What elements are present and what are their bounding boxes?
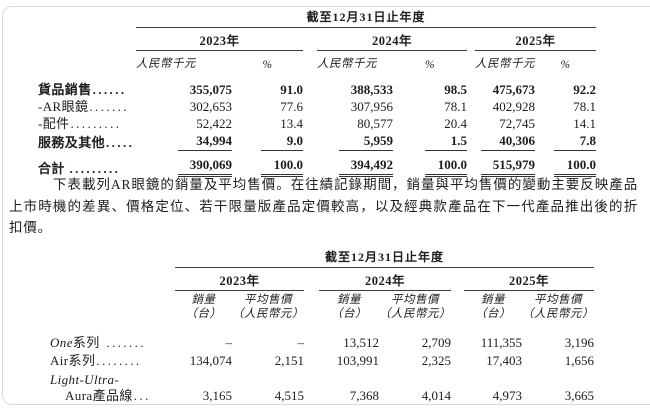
cell-value: 92.2 — [573, 82, 596, 97]
cell-value: 91.0 — [280, 82, 303, 97]
table1-year-2023: 2023年 — [136, 27, 303, 51]
cell-value: 13.4 — [280, 116, 303, 131]
table-row-air-series: Air系列........ 134,074 2,151 103,991 2,32… — [50, 352, 594, 370]
table-row-accessories: -配件......... 52,422 13.4 80,577 20.4 72,… — [38, 115, 596, 132]
table-row-ar-glasses: -AR眼鏡....... 302,653 77.6 307,956 78.1 4… — [38, 98, 596, 115]
table2-year-2025: 2025年 — [464, 267, 594, 291]
cell-value: 4,014 — [421, 388, 451, 403]
cell-value: 355,075 — [189, 82, 232, 97]
cell-value: 4,515 — [274, 388, 304, 403]
asp-header: 平均售價 （人民幣元） — [379, 294, 451, 320]
volume-header: 銷量 （台） — [185, 294, 222, 320]
percent-header: % — [262, 59, 273, 71]
table2-year-2023: 2023年 — [175, 267, 304, 291]
cell-value: – — [225, 335, 233, 350]
column-gap — [467, 28, 475, 51]
row-label: -配件......... — [38, 116, 122, 131]
cell-value: 40,306 — [475, 132, 535, 151]
cell-value: 2,325 — [421, 353, 451, 368]
cell-value: 2,151 — [274, 353, 304, 368]
cell-value: 3,165 — [202, 388, 232, 403]
row-label: 合計 ......... — [38, 161, 121, 176]
row-label: 貨品銷售...... — [38, 82, 127, 97]
row-label: Aura產品線... — [65, 388, 151, 403]
cell-value: 103,991 — [336, 353, 379, 368]
cell-value: 390,069 — [136, 151, 232, 177]
column-gap — [451, 268, 464, 291]
cell-value: 475,673 — [492, 82, 535, 97]
cell-value: 3,665 — [564, 388, 594, 403]
table2-year-2024: 2024年 — [319, 267, 451, 291]
amount-unit-header: 人民幣千元 — [136, 58, 196, 70]
page-card — [2, 6, 650, 405]
cell-value: 1.5 — [393, 132, 467, 151]
cell-value: 77.6 — [280, 99, 303, 114]
percent-header: % — [424, 59, 436, 71]
volume-header: 銷量 （台） — [475, 294, 511, 320]
cell-value: 78.1 — [444, 99, 467, 114]
body-paragraph: 下表載列AR眼鏡的銷量及平均售價。在往績記錄期間，銷量與平均售價的變動主要反映產… — [9, 177, 638, 235]
cell-value: 402,928 — [492, 99, 535, 114]
row-label: Light-Ultra- — [50, 372, 120, 387]
column-gap — [304, 268, 319, 291]
asp-header: 平均售價 （人民幣元） — [522, 294, 594, 320]
asp-header: 平均售價 （人民幣元） — [232, 294, 304, 320]
cell-value: 34,994 — [136, 132, 232, 151]
cell-value: 100.0 — [535, 151, 596, 177]
volume-header: 銷量 （台） — [331, 294, 367, 320]
volume-asp-table: 截至12月31日止年度 2023年 2024年 2025年 銷量 （台） 平均售價… — [50, 246, 594, 405]
cell-value: 3,196 — [564, 335, 594, 350]
table-row-total: 合計 ......... 390,069 100.0 394,492 100.0… — [38, 151, 596, 177]
table-row-light-ultra: Light-Ultra- — [50, 370, 594, 387]
cell-value: 7,368 — [349, 388, 379, 403]
table-row-aura-line: Aura產品線... 3,165 4,515 7,368 4,014 4,973… — [50, 387, 594, 405]
cell-value: 134,074 — [189, 353, 232, 368]
table-row-goods-sales: 貨品銷售...... 355,075 91.0 388,533 98.5 475… — [38, 71, 596, 98]
cell-value: 1,656 — [564, 353, 594, 368]
revenue-breakdown-table: 截至12月31日止年度 2023年 2024年 2025年 人民幣千元 % 人民… — [38, 6, 596, 177]
cell-value: 4,973 — [492, 388, 522, 403]
amount-unit-header: 人民幣千元 — [317, 58, 377, 70]
amount-unit-header: 人民幣千元 — [475, 58, 535, 70]
cell-value: 17,403 — [486, 353, 522, 368]
cell-value: 14.1 — [573, 116, 596, 131]
table2-period-header: 截至12月31日止年度 — [175, 246, 594, 268]
cell-value: 72,745 — [499, 116, 535, 131]
cell-value: 100.0 — [393, 151, 467, 177]
cell-value: 52,422 — [196, 116, 232, 131]
cell-value: 13,512 — [343, 335, 379, 350]
cell-value: 98.5 — [444, 82, 467, 97]
row-label: 服務及其他..... — [38, 135, 135, 150]
table1-period-header: 截至12月31日止年度 — [136, 6, 596, 28]
table1-year-2025: 2025年 — [475, 27, 596, 51]
cell-value: 5,959 — [317, 132, 393, 151]
table-row-one-series: One系列 ....... – – 13,512 2,709 111,355 3… — [50, 321, 594, 352]
cell-value: 388,533 — [350, 82, 393, 97]
cell-value: 78.1 — [573, 99, 596, 114]
cell-value: 515,979 — [475, 151, 535, 177]
cell-value: 307,956 — [350, 99, 393, 114]
table-row-services-other: 服務及其他..... 34,994 9.0 5,959 1.5 40,306 7… — [38, 132, 596, 151]
cell-value: 394,492 — [317, 151, 393, 177]
column-gap — [303, 28, 317, 51]
cell-value: 302,653 — [189, 99, 232, 114]
row-label: -AR眼鏡....... — [38, 99, 129, 114]
table1-year-2024: 2024年 — [317, 27, 467, 51]
row-label: Air系列........ — [50, 353, 142, 368]
cell-value: 2,709 — [421, 335, 451, 350]
cell-value: – — [297, 335, 305, 350]
cell-value: 20.4 — [444, 116, 467, 131]
cell-value: 80,577 — [357, 116, 393, 131]
cell-value: 111,355 — [480, 335, 522, 350]
row-label: One系列 ....... — [50, 335, 146, 350]
percent-header: % — [560, 59, 571, 71]
cell-value: 100.0 — [232, 151, 303, 177]
cell-value: 9.0 — [232, 132, 303, 151]
cell-value: 7.8 — [535, 132, 596, 151]
